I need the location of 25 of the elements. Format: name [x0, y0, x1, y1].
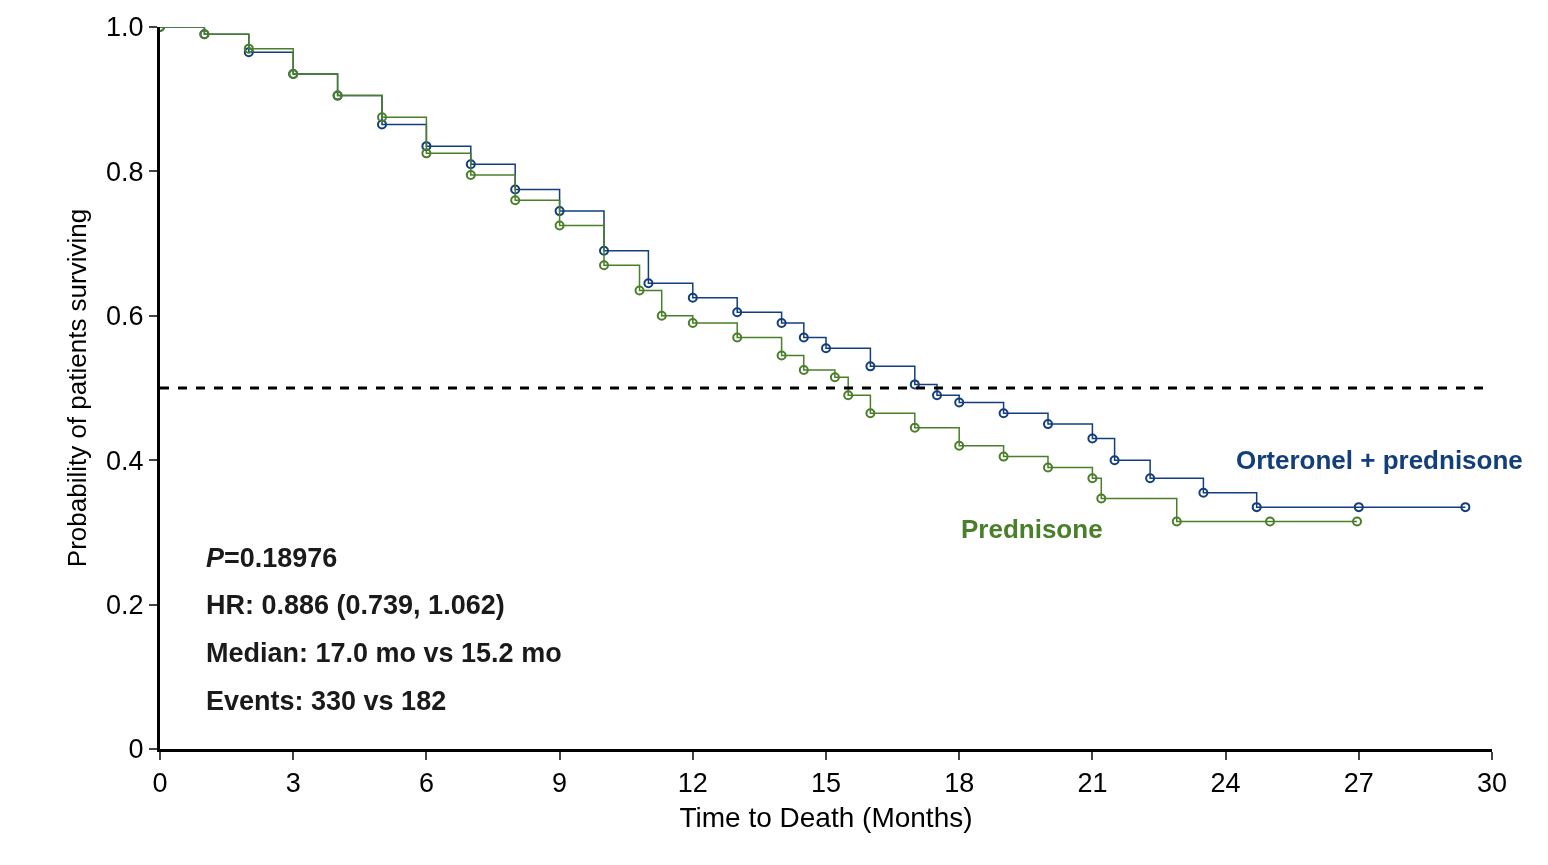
annotation: Median: 17.0 mo vs 15.2 mo [206, 638, 562, 668]
y-tick-label: 0.8 [106, 156, 144, 187]
series-label: Prednisone [961, 514, 1103, 544]
series-label: Orteronel + prednisone [1236, 445, 1523, 475]
x-tick-label: 15 [810, 768, 842, 799]
annotation: HR: 0.886 (0.739, 1.062) [206, 590, 505, 620]
x-axis-title: Time to Death (Months) [679, 801, 973, 833]
x-tick-label: 21 [1077, 768, 1108, 799]
y-tick-label: 0 [128, 734, 144, 765]
y-tick-label: 0.4 [106, 445, 144, 476]
y-tick-label: 0.6 [106, 301, 144, 332]
x-tick-label: 0 [152, 768, 168, 799]
y-tick-label: 0.2 [106, 590, 144, 621]
x-tick-label: 18 [944, 768, 975, 799]
x-tick-label: 9 [552, 768, 568, 799]
x-tick-label: 30 [1476, 768, 1508, 799]
y-axis-title: Probability of patients surviving [62, 208, 93, 568]
x-tick-label: 12 [677, 768, 708, 799]
y-tick-label: 1.0 [106, 12, 144, 43]
annotation: Events: 330 vs 182 [206, 686, 447, 716]
x-tick-label: 3 [285, 768, 301, 799]
x-tick-label: 27 [1343, 768, 1374, 799]
x-tick-label: 24 [1210, 768, 1241, 799]
x-tick-label: 6 [418, 768, 434, 799]
annotation: P=0.18976 [206, 543, 338, 573]
